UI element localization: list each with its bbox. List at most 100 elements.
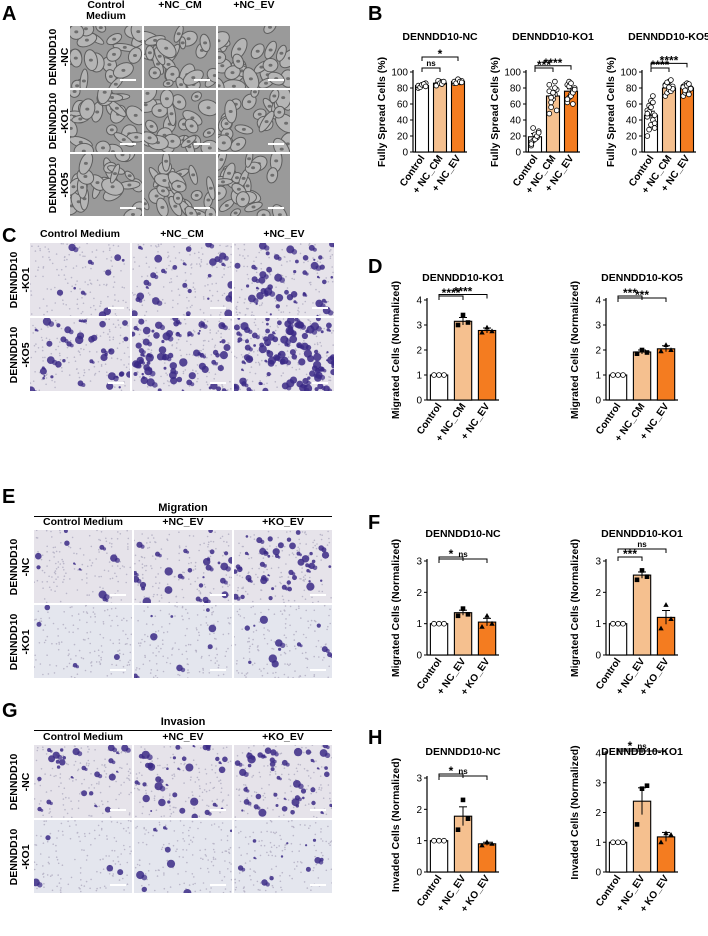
micrograph-image (234, 530, 332, 603)
y-tick-label: 3 (595, 557, 601, 568)
y-tick-label: 1 (416, 619, 422, 630)
data-point (458, 79, 465, 86)
significance-bracket (438, 775, 488, 780)
significance-label: ns (426, 59, 436, 68)
chart-title: DENNDD10-KO1 (601, 528, 683, 540)
y-tick-label: 2 (416, 588, 422, 599)
data-point (440, 78, 447, 85)
significance-bracket (438, 294, 488, 299)
significance-bracket (650, 67, 670, 72)
bar (432, 82, 448, 153)
scale-bar (310, 884, 326, 886)
column-label: +NC_EV (162, 731, 204, 743)
micrograph-image (234, 605, 332, 678)
bar (429, 623, 449, 656)
scale-bar (194, 79, 210, 81)
significance-bracket (617, 750, 667, 755)
panel-letter-e: E (2, 486, 16, 508)
significance-label: *** (623, 286, 637, 300)
data-point (644, 110, 651, 117)
y-tick-label: 1 (595, 838, 601, 849)
significance-label: * (449, 764, 454, 778)
y-axis-label: Migrated Cells (Normalized) (569, 539, 581, 677)
micrograph-image (134, 820, 232, 893)
micrograph-image (30, 318, 130, 391)
scale-bar (312, 307, 328, 309)
significance-label: *** (635, 288, 649, 302)
data-point (644, 133, 651, 139)
micrograph-image (144, 154, 216, 216)
data-point (484, 613, 490, 618)
data-point (615, 372, 621, 378)
data-point (465, 320, 471, 325)
scale-bar (312, 382, 328, 384)
y-axis-label: Migrated Cells (Normalized) (569, 281, 581, 419)
significance-bracket (617, 556, 643, 561)
data-point (489, 328, 495, 334)
panel-header: Invasion (160, 716, 206, 728)
data-point (460, 312, 466, 318)
micrograph-image (144, 26, 216, 88)
scale-bar (210, 809, 226, 811)
data-point (650, 99, 656, 106)
scale-bar (310, 594, 326, 596)
data-point (610, 372, 616, 378)
significance-bracket (617, 297, 667, 302)
scale-bar (120, 143, 136, 145)
panel-header: Migration (158, 502, 208, 514)
scale-bar (110, 594, 126, 596)
micrograph-image (144, 90, 216, 152)
y-tick-label: 80 (397, 84, 409, 95)
data-point (651, 112, 658, 118)
column-label: Control Medium (40, 228, 120, 240)
data-point (666, 84, 672, 90)
chart-D1: DENNDD10-KO1 0 1 2 3 4 Migrated Cells (Normali… (390, 272, 504, 444)
scale-bar (210, 382, 226, 384)
micrograph-image (70, 90, 142, 152)
significance-label: **** (660, 53, 679, 67)
significance-bracket (421, 67, 441, 72)
data-point (634, 822, 640, 827)
bar (632, 574, 652, 656)
data-point (436, 372, 442, 378)
y-tick-label: 0 (595, 396, 601, 407)
data-point (620, 620, 626, 627)
data-point (431, 372, 437, 378)
y-tick-label: 3 (595, 778, 601, 789)
data-point (535, 130, 542, 136)
data-point (658, 348, 664, 354)
chart-H1: DENNDD10-NC 0 1 2 3 Invaded Cells (Normalized… (390, 746, 501, 915)
significance-label: * (438, 47, 443, 61)
scale-bar (110, 669, 126, 671)
micrograph-image (34, 530, 132, 603)
column-label: Control Medium (43, 731, 123, 743)
data-point (553, 107, 560, 114)
data-point (489, 620, 495, 626)
significance-bracket (534, 65, 572, 70)
bar (608, 841, 628, 873)
column-label: +NC_EV (162, 516, 204, 528)
y-tick-label: 100 (620, 68, 637, 79)
significance-label: *** (623, 547, 637, 561)
y-axis-label: Invaded Cells (Normalized) (390, 758, 402, 892)
column-label: Control Medium (43, 516, 123, 528)
scale-bar (268, 79, 284, 81)
y-tick-label: 4 (416, 296, 422, 307)
y-tick-label: 60 (510, 100, 522, 111)
significance-label: *** (537, 58, 551, 72)
micrograph-image (234, 745, 332, 818)
y-tick-label: 1 (416, 836, 422, 847)
micrograph-image (34, 820, 132, 893)
significance-label: **** (544, 56, 563, 70)
y-tick-label: 40 (626, 116, 638, 127)
significance-bracket (534, 67, 554, 72)
data-point (455, 322, 461, 328)
data-point (615, 839, 621, 846)
data-point (528, 141, 535, 147)
data-point (648, 104, 654, 110)
y-tick-label: 20 (397, 132, 409, 143)
y-tick-label: 0 (416, 651, 422, 662)
column-label: +NC_EV (233, 0, 275, 11)
